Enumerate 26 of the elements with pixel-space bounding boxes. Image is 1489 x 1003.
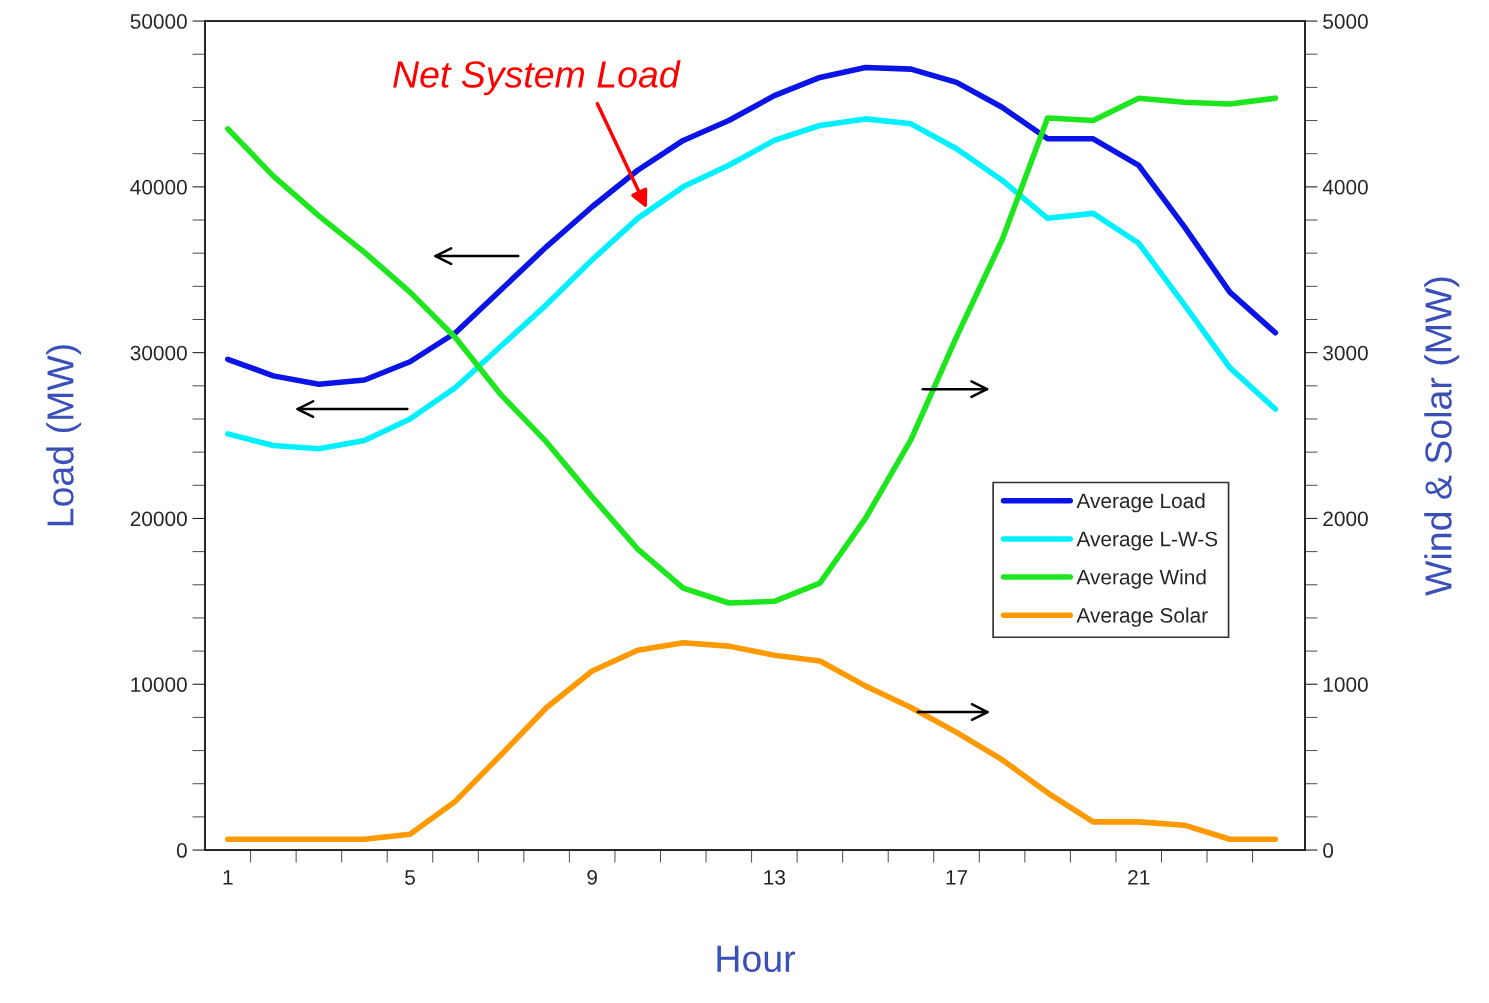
y2-tick-label: 1000 (1323, 677, 1368, 692)
x-tick-label: 21 (1128, 870, 1150, 885)
y-tick-label: 50000 (130, 14, 187, 29)
y-axis-title: Load (MW) (46, 345, 82, 526)
y2-tick-label: 0 (1323, 843, 1334, 858)
x-axis-title: Hour (717, 945, 796, 973)
y2-axis-title: Wind & Solar (MW) (1424, 277, 1460, 596)
x-tick-label: 1 (223, 870, 233, 885)
x-tick-label: 13 (764, 870, 786, 885)
y-tick-label: 0 (176, 843, 187, 858)
y-tick-label: 40000 (130, 179, 187, 195)
x-tick-label: 9 (587, 870, 597, 885)
legend-label: Average Solar (1076, 607, 1208, 627)
x-tick-label: 17 (946, 870, 968, 885)
y2-tick-label: 3000 (1323, 345, 1368, 361)
x-tick-label: 5 (405, 870, 415, 885)
y-tick-label: 20000 (130, 511, 187, 527)
legend-label: Average Load (1076, 492, 1205, 513)
legend-label: Average L-W-S (1076, 531, 1218, 551)
y2-tick-label: 5000 (1323, 14, 1368, 29)
annotation: Net System Load (393, 60, 681, 96)
y-tick-label: 30000 (130, 345, 187, 361)
legend-label: Average Wind (1076, 569, 1206, 589)
y-tick-label: 10000 (131, 677, 187, 692)
y2-tick-label: 4000 (1322, 179, 1368, 195)
y2-tick-label: 2000 (1323, 511, 1368, 527)
